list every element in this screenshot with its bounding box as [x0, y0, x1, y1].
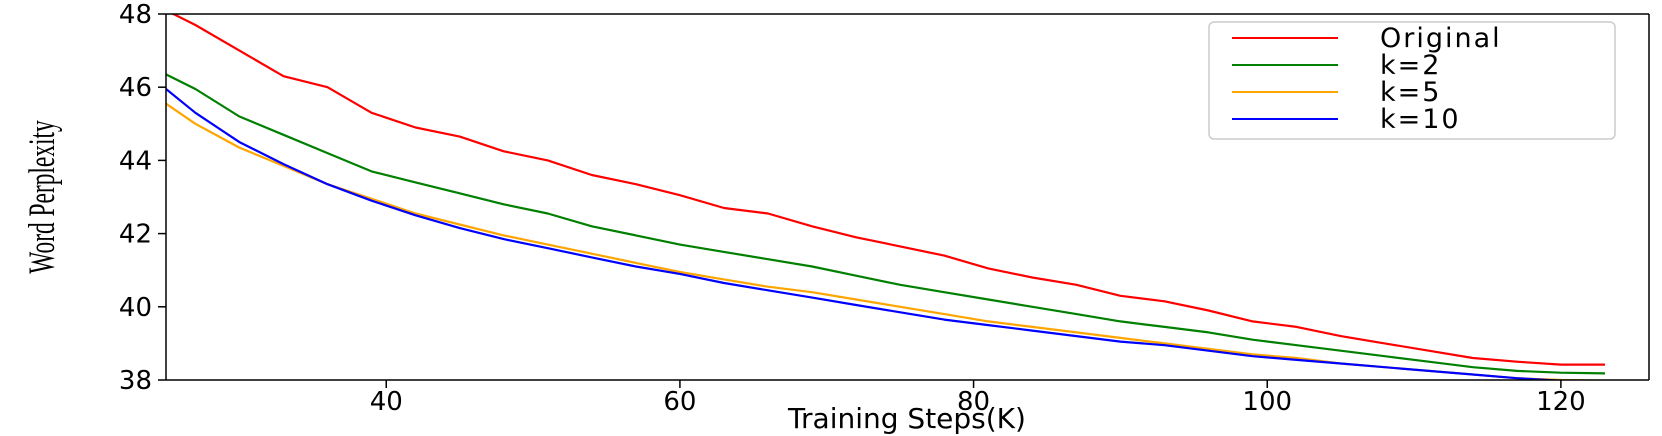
- x-tick-label: 80: [957, 387, 990, 417]
- legend-label: Original: [1380, 23, 1502, 54]
- y-ticks: 38 40 42 44 46 48: [119, 0, 166, 396]
- legend-label: k=10: [1380, 104, 1461, 135]
- series-line-k-10: [166, 88, 1577, 380]
- y-tick-label: 44: [119, 146, 152, 176]
- legend-frame: [1208, 21, 1616, 140]
- x-tick-label: 60: [663, 387, 696, 417]
- y-tick-label: 38: [119, 366, 152, 396]
- y-tick-label: 40: [119, 293, 152, 323]
- y-tick-label: 42: [119, 220, 152, 250]
- series-line-k-2: [166, 73, 1606, 375]
- x-tick-label: 100: [1242, 387, 1292, 417]
- series-line-original: [170, 14, 1605, 366]
- series-lines: [166, 14, 1606, 380]
- axes: [165, 13, 1650, 381]
- legend-label: k=2: [1380, 50, 1441, 81]
- y-axis-title: Word Perplexity: [20, 120, 62, 274]
- y-tick-label: 46: [119, 73, 152, 103]
- x-axis-title: Training Steps(K): [787, 402, 1026, 435]
- x-ticks: 40 60 80 100 120: [370, 380, 1586, 417]
- legend-label: k=5: [1380, 77, 1441, 108]
- x-tick-label: 40: [370, 387, 403, 417]
- x-tick-label: 120: [1536, 387, 1586, 417]
- y-tick-label: 48: [119, 0, 152, 30]
